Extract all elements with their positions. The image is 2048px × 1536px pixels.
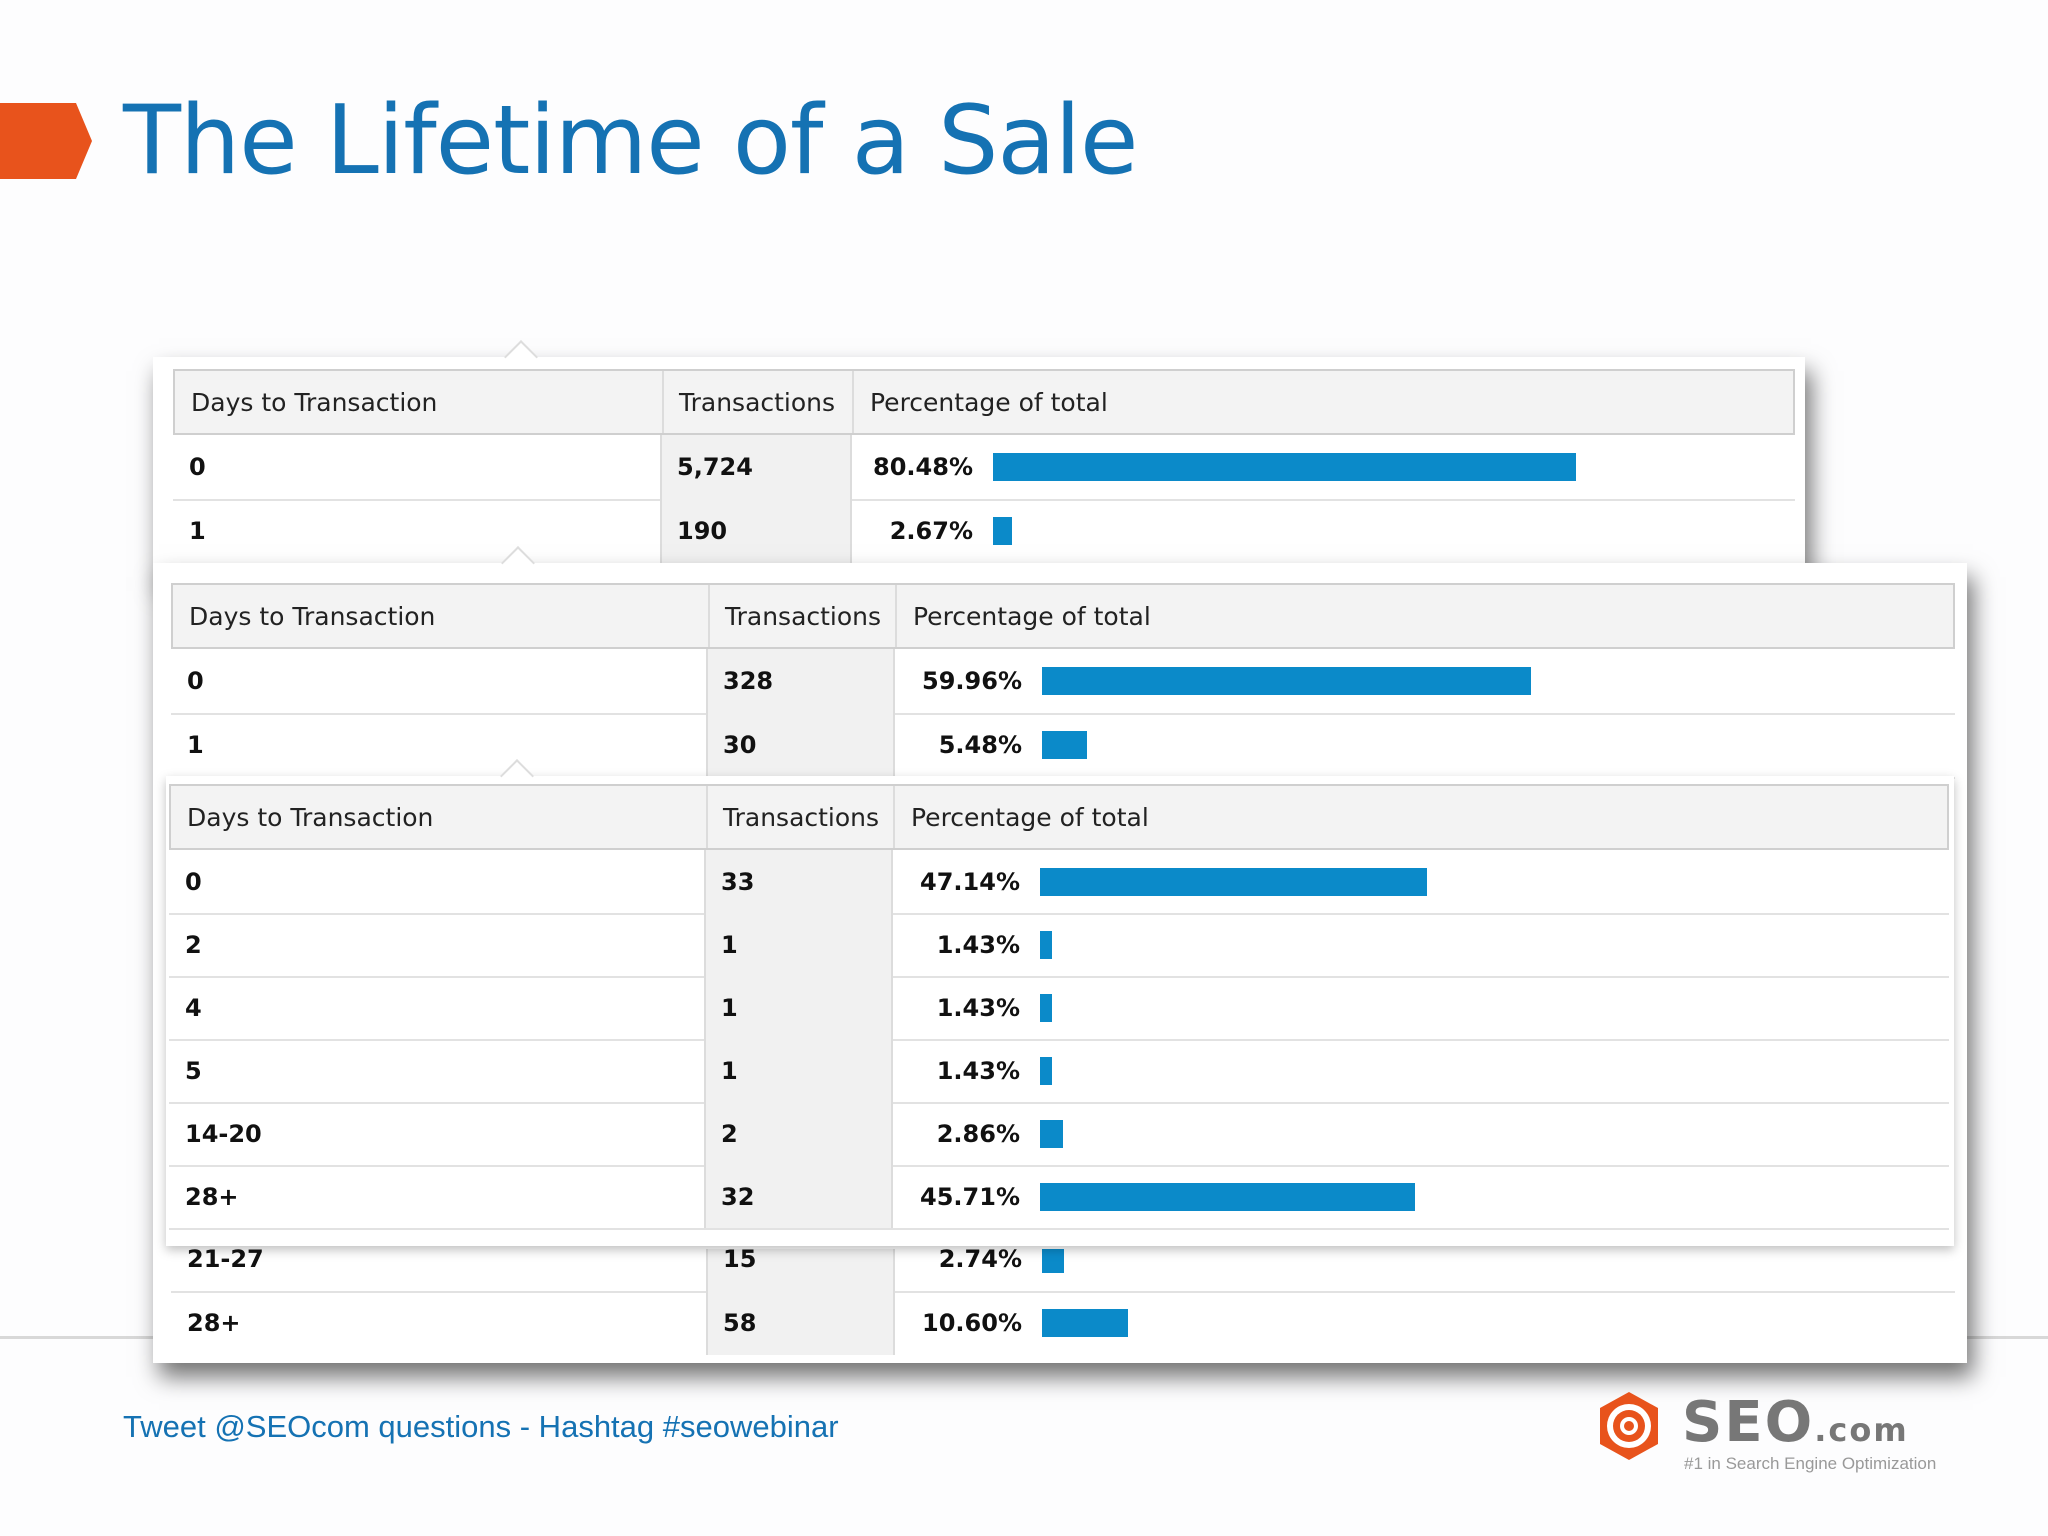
header-days-to-transaction[interactable]: Days to Transaction (191, 387, 438, 417)
percentage-value: 80.48% (873, 453, 973, 481)
cell-percentage: 1.43% (891, 913, 1949, 976)
percentage-bar (1040, 993, 1052, 1022)
percentage-bar (1040, 1056, 1052, 1085)
table-row: 1 30 5.48% (171, 713, 1955, 779)
table-row: 28+ 32 45.71% (169, 1165, 1949, 1230)
percentage-bar (1042, 667, 1531, 695)
percentage-bar (1042, 731, 1087, 759)
header-percentage-of-total[interactable]: Percentage of total (895, 585, 1953, 647)
cell-days: 4 (185, 993, 202, 1022)
header-percentage-of-total[interactable]: Percentage of total (893, 786, 1947, 848)
percentage-value: 59.96% (922, 667, 1022, 695)
header-days-to-transaction[interactable]: Days to Transaction (187, 802, 434, 832)
percentage-value: 1.43% (936, 930, 1020, 959)
percentage-value: 2.74% (938, 1249, 1022, 1273)
logo-brand: SEO.com (1682, 1390, 1909, 1455)
cell-percentage: 5.48% (893, 713, 1955, 777)
logo-tagline: #1 in Search Engine Optimization (1684, 1454, 1937, 1473)
cell-days: 28+ (185, 1182, 239, 1211)
percentage-bar (1040, 1119, 1064, 1148)
cell-percentage: 1.43% (891, 1039, 1949, 1102)
cell-transactions: 5,724 (660, 435, 850, 499)
percentage-bar (1042, 1309, 1129, 1337)
cell-days: 14-20 (185, 1119, 262, 1148)
percentage-bar (993, 517, 1013, 545)
cell-transactions: 2 (704, 1102, 891, 1165)
percentage-value: 5.48% (938, 731, 1022, 759)
table-row: 0 5,724 80.48% (173, 435, 1795, 501)
header-days-to-transaction[interactable]: Days to Transaction (189, 601, 436, 631)
cell-percentage: 45.71% (891, 1165, 1949, 1228)
percentage-value: 2.67% (889, 517, 973, 545)
cell-percentage: 10.60% (893, 1291, 1955, 1355)
percentage-bar (1040, 930, 1052, 959)
cell-days: 1 (189, 517, 206, 545)
cell-days: 0 (189, 453, 206, 481)
table-row: 14-20 2 2.86% (169, 1102, 1949, 1167)
cell-percentage: 80.48% (850, 435, 1795, 499)
transactions-table-2-tail: 21-27 15 2.74% 28+ 58 10.60% (171, 1249, 1955, 1355)
percentage-bar (1040, 867, 1427, 896)
table-row: 0 33 47.14% (169, 850, 1949, 915)
percentage-value: 1.43% (936, 993, 1020, 1022)
title-marker-arrow (0, 103, 92, 179)
cell-transactions: 1 (704, 913, 891, 976)
cell-percentage: 59.96% (893, 649, 1955, 713)
header-percentage-of-total[interactable]: Percentage of total (852, 371, 1793, 433)
footer-text: Tweet @SEOcom questions - Hashtag #seowe… (123, 1409, 839, 1444)
percentage-bar (993, 453, 1577, 481)
header-transactions[interactable]: Transactions (706, 786, 893, 848)
table-row: 2 1 1.43% (169, 913, 1949, 978)
percentage-value: 47.14% (920, 867, 1020, 896)
cell-transactions: 32 (704, 1165, 891, 1228)
cell-transactions: 33 (704, 850, 891, 913)
seo-target-icon (1600, 1392, 1658, 1460)
cell-transactions: 190 (660, 499, 850, 563)
percentage-bar (1042, 1249, 1065, 1273)
seo-com-logo: SEO.com #1 in Search Engine Optimization (1594, 1390, 1974, 1480)
report-panel-3: Days to Transaction Transactions Percentag… (166, 759, 1954, 1246)
slide-title: The Lifetime of a Sale (123, 86, 1138, 196)
cell-transactions: 58 (706, 1291, 893, 1355)
percentage-value: 45.71% (920, 1182, 1020, 1211)
logo-brand-main: SEO (1682, 1390, 1815, 1455)
cell-transactions: 328 (706, 649, 893, 713)
cell-days: 2 (185, 930, 202, 959)
cell-days: 1 (187, 731, 204, 759)
header-transactions[interactable]: Transactions (662, 371, 852, 433)
table-row: 1 190 2.67% (173, 499, 1795, 565)
cell-transactions: 30 (706, 713, 893, 777)
cell-transactions: 1 (704, 1039, 891, 1102)
cell-transactions: 1 (704, 976, 891, 1039)
percentage-bar (1040, 1182, 1415, 1211)
table-header-row: Days to Transaction Transactions Percentag… (171, 583, 1955, 649)
cell-transactions: 15 (706, 1249, 893, 1291)
cell-percentage: 47.14% (891, 850, 1949, 913)
table-row: 28+ 58 10.60% (171, 1291, 1955, 1355)
logo-brand-suffix: .com (1814, 1411, 1909, 1449)
report-panel-1: Days to Transaction Transactions Percentag… (153, 340, 1805, 577)
table-row: 5 1 1.43% (169, 1039, 1949, 1104)
cell-days: 21-27 (187, 1249, 264, 1273)
percentage-value: 10.60% (922, 1309, 1022, 1337)
cell-days: 0 (187, 667, 204, 695)
table-row: 4 1 1.43% (169, 976, 1949, 1041)
table-row: 0 328 59.96% (171, 649, 1955, 715)
cell-percentage: 2.86% (891, 1102, 1949, 1165)
cell-percentage: 2.74% (893, 1249, 1955, 1291)
cell-days: 0 (185, 867, 202, 896)
cell-percentage: 2.67% (850, 499, 1795, 563)
table-header-row: Days to Transaction Transactions Percentag… (169, 784, 1949, 850)
percentage-value: 2.86% (936, 1119, 1020, 1148)
header-transactions[interactable]: Transactions (708, 585, 895, 647)
cell-percentage: 1.43% (891, 976, 1949, 1039)
table-header-row: Days to Transaction Transactions Percentag… (173, 369, 1795, 435)
table-row: 21-27 15 2.74% (171, 1249, 1955, 1293)
cell-days: 5 (185, 1056, 202, 1085)
cell-days: 28+ (187, 1309, 241, 1337)
percentage-value: 1.43% (936, 1056, 1020, 1085)
